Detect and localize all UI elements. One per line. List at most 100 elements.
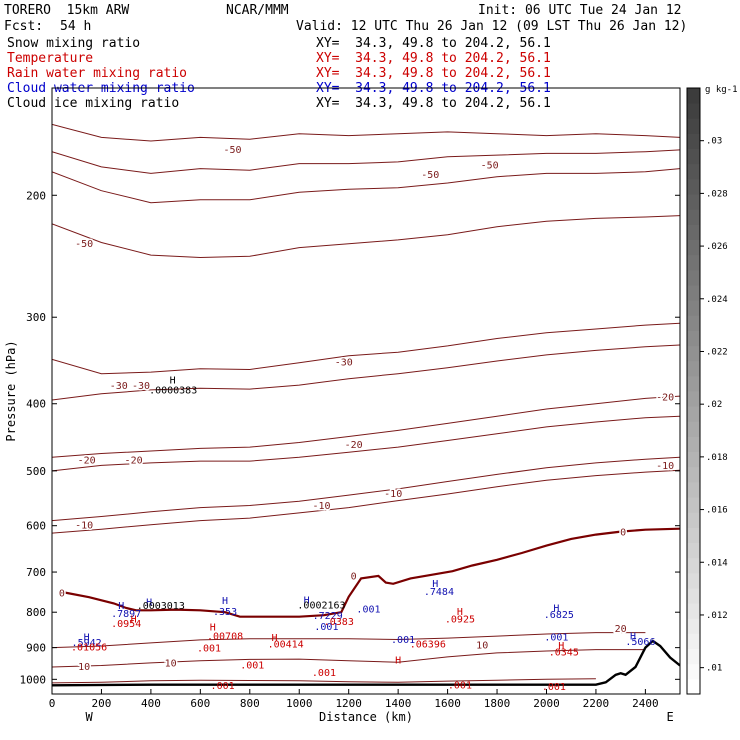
temperature-label: -20 [125,455,143,466]
colorbar-swatch [687,330,700,347]
rain-label: H [272,633,278,644]
cloud-label: .353 [213,607,237,618]
x-tick-label: 1200 [335,697,362,710]
colorbar-swatch [687,527,700,543]
temperature-label: -10 [656,461,674,472]
colorbar-label: .02 [706,400,722,410]
cloud-label: .001 [391,635,415,646]
cloud-label: H [553,603,559,614]
temperature-label: 10 [78,662,90,673]
rain-label: H [558,641,564,652]
rain-label: .001 [240,660,264,671]
west-label: W [85,710,93,724]
temperature-label: -20 [345,440,363,451]
temperature-label: -10 [384,489,402,500]
temperature-label: -30 [132,381,150,392]
rain-label: .0925 [445,615,475,626]
colorbar-swatch [687,421,700,437]
colorbar-swatch [687,88,700,104]
cloud-label: H [304,596,310,607]
colorbar-label: .014 [706,558,728,568]
zero-isotherm [61,527,680,618]
colorbar-swatch [687,618,700,634]
x-tick-label: 600 [190,697,210,710]
colorbar-swatch [687,603,700,619]
colorbar-swatch [687,481,700,498]
rain-label: .0954 [111,619,141,630]
temperature-label: -20 [78,455,96,466]
colorbar-swatch [687,572,700,589]
cloud-label: .6825 [544,610,574,621]
field-cross-section-coords: XY= 34.3, 49.8 to 204.2, 56.1 [316,66,551,81]
cloud-label: .001 [356,605,380,616]
temperature-label: 0 [620,528,626,539]
x-tick-label: 1400 [385,697,412,710]
temperature-label: -30 [335,358,353,369]
x-tick-label: 2200 [583,697,610,710]
temperature-label: -20 [656,393,674,404]
colorbar-swatch [687,269,700,286]
y-tick-label: 500 [26,465,46,478]
x-tick-label: 800 [240,697,260,710]
colorbar-swatch [687,224,700,240]
temperature-contour [52,322,680,375]
colorbar-swatch [687,133,700,150]
temperature-label: -10 [75,521,93,532]
temperature-label: -10 [312,501,330,512]
colorbar-swatch [687,633,700,650]
colorbar-label: .028 [706,189,728,199]
rain-label: .0383 [324,617,354,628]
temperature-contour [52,415,680,472]
temperature-label: 10 [476,640,488,651]
colorbar-label: .026 [706,242,728,252]
colorbar-swatch [687,391,700,407]
colorbar-frame [686,87,701,695]
colorbar-label: .022 [706,347,728,357]
rain-label: H [395,656,401,667]
x-tick-label: 200 [92,697,112,710]
y-tick-label: 700 [26,566,46,579]
x-tick-label: 1800 [484,697,511,710]
plot-area [52,123,680,687]
cloud-label: .001 [544,632,568,643]
cloud-label: .7897 [111,609,141,620]
y-tick-label: 900 [26,642,46,655]
y-tick-label: 300 [26,311,46,324]
forecast-label: Fcst: [4,19,44,34]
forecast-hour: 54 h [60,19,92,34]
terrain-line [52,639,680,687]
colorbar-swatch [687,557,700,574]
cloud-label: .0000383 [149,386,197,397]
cloud-label: H [84,632,90,643]
cloud-label: H [222,596,228,607]
colorbar-swatch [687,194,700,210]
colorbar-swatch [687,254,700,271]
rain-label: H [457,607,463,618]
rain-label: .00414 [268,639,304,650]
temperature-label: -30 [110,381,128,392]
init-time: Init: 06 UTC Tue 24 Jan 12 [478,3,682,18]
colorbar-swatch [687,375,700,392]
x-tick-label: 2400 [632,697,659,710]
temperature-label: -50 [421,170,439,181]
y-tick-label: 800 [26,606,46,619]
y-axis-title: Pressure (hPa) [4,340,18,441]
colorbar-swatch [687,663,700,680]
rain-label: .001 [312,668,336,679]
temperature-contour [52,149,680,174]
temperature-contour [52,168,680,204]
x-tick-label: 0 [49,697,56,710]
cloud-label: .0002163 [297,600,345,611]
valid-time: Valid: 12 UTC Thu 26 Jan 12 (09 LST Thu … [296,19,688,34]
temperature-contour [52,123,680,142]
colorbar-swatch [687,406,700,422]
rain-label: .001 [542,682,566,693]
cloud-label: H [432,579,438,590]
temperature-label: -50 [75,239,93,250]
colorbar-swatch [687,497,700,513]
plot-frame [51,87,681,695]
rain-label: .001 [448,680,472,691]
temperature-label: 10 [165,658,177,669]
colorbar-swatch [687,466,700,483]
temperature-contour [52,649,646,668]
